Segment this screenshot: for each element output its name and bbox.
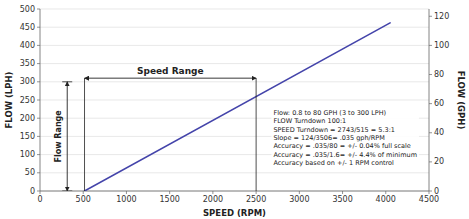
x-tick-label: 1500 (159, 195, 179, 204)
y-tick (37, 63, 40, 64)
info-line: Slope = 124/3506= .035 gph/RPM (273, 134, 384, 142)
y2-tick-label: 20 (434, 157, 444, 166)
y2-tick (429, 103, 432, 104)
y-tick-label: 50 (25, 168, 35, 177)
y-tick (37, 27, 40, 28)
x-tick (83, 191, 84, 194)
y-axis-line (40, 9, 41, 191)
x-tick (256, 191, 257, 194)
y-tick (37, 100, 40, 101)
x-tick (429, 191, 430, 194)
y-tick-label: 0 (30, 187, 35, 196)
y-tick (37, 136, 40, 137)
info-line: Accuracy = .035/1.6= +/- 4.4% of minimum (273, 151, 417, 159)
y2-axis-label: FLOW (GPH) (456, 71, 466, 130)
axes: 0 50 100 150 200 250 300 350 400 450 500 0 20 40 60 80 1… (20, 5, 450, 205)
y-tick (37, 191, 40, 192)
y-tick (37, 81, 40, 82)
grid-line (40, 63, 429, 64)
flow-range-bound (62, 191, 72, 192)
y-tick (37, 118, 40, 119)
chart: 0 50 100 150 200 250 300 350 400 450 500 0 20 40 60 80 1… (0, 0, 469, 219)
y2-tick-label: 60 (434, 99, 444, 108)
y2-tick (429, 161, 432, 162)
x-tick-label: 4000 (376, 195, 396, 204)
x-tick-label: 0 (37, 195, 42, 204)
flow-range-label: Flow Range (54, 110, 63, 163)
grid-line (40, 81, 429, 82)
x-tick-label: 2000 (203, 195, 223, 204)
annotations: Speed Range Flow Range Flow: 0.8 to 80 GPH… (54, 66, 419, 169)
info-text: Flow: 0.8 to 80 GPH (3 to 300 LPH)FLOW T… (273, 109, 417, 167)
y-tick (37, 154, 40, 155)
speed-range-label: Speed Range (137, 66, 204, 76)
info-background (271, 107, 419, 169)
x-tick-label: 500 (76, 195, 91, 204)
y-tick-label: 300 (20, 77, 35, 86)
y2-tick-label: 40 (434, 128, 444, 137)
x-tick (299, 191, 300, 194)
y2-tick-label: 120 (434, 12, 449, 21)
x-tick-label: 3000 (289, 195, 309, 204)
x-axis-label: SPEED (RPM) (203, 208, 266, 218)
y-tick (37, 45, 40, 46)
x-tick (385, 191, 386, 194)
flow-range-arrow (67, 82, 68, 191)
y2-tick (429, 191, 432, 192)
y-tick-label: 450 (20, 23, 35, 32)
x-tick (126, 191, 127, 194)
y2-tick (429, 132, 432, 133)
y2-tick-label: 80 (434, 70, 444, 79)
grid-line (40, 9, 429, 10)
info-line: Accuracy based on +/- 1 RPM control (273, 159, 394, 167)
y2-tick (429, 45, 432, 46)
x-tick-label: 1000 (116, 195, 136, 204)
speed-range-bound (256, 78, 257, 191)
y-tick-label: 400 (20, 41, 35, 50)
y2-tick (429, 74, 432, 75)
grid-line (40, 191, 429, 192)
info-line: SPEED Turndown = 2743/515 = 5.3:1 (273, 126, 395, 134)
y2-tick-label: 100 (434, 41, 449, 50)
grid-line (40, 45, 429, 46)
x-tick (212, 191, 213, 194)
grid-line (40, 172, 429, 173)
y-tick-label: 200 (20, 114, 35, 123)
y2-axis-line (429, 9, 430, 191)
flow-range-bound (62, 81, 72, 82)
x-axis-line (40, 191, 429, 192)
y-tick-label: 100 (20, 150, 35, 159)
x-tick-label: 3500 (332, 195, 352, 204)
y2-tick (429, 16, 432, 17)
y-tick (37, 172, 40, 173)
x-tick (342, 191, 343, 194)
y-tick (37, 9, 40, 10)
y-axis-label: FLOW (LPH) (4, 71, 14, 128)
info-line: Accuracy = .035/80 = +/- 0.04% full scal… (273, 142, 410, 150)
y-tick-label: 250 (20, 96, 35, 105)
grid (40, 9, 429, 191)
x-tick-label: 4500 (419, 195, 439, 204)
grid-line (40, 27, 429, 28)
grid-line (40, 100, 429, 101)
y-tick-label: 150 (20, 132, 35, 141)
info-box: Flow: 0.8 to 80 GPH (3 to 300 LPH)FLOW T… (271, 107, 419, 169)
y-tick-label: 500 (20, 5, 35, 14)
info-line: Flow: 0.8 to 80 GPH (3 to 300 LPH) (273, 109, 386, 117)
x-tick (40, 191, 41, 194)
x-tick (169, 191, 170, 194)
y-tick-label: 350 (20, 59, 35, 68)
x-tick-label: 2500 (246, 195, 266, 204)
speed-range-bound (84, 78, 85, 191)
speed-range-arrow (85, 78, 257, 79)
info-line: FLOW Turndown 100:1 (273, 117, 346, 125)
